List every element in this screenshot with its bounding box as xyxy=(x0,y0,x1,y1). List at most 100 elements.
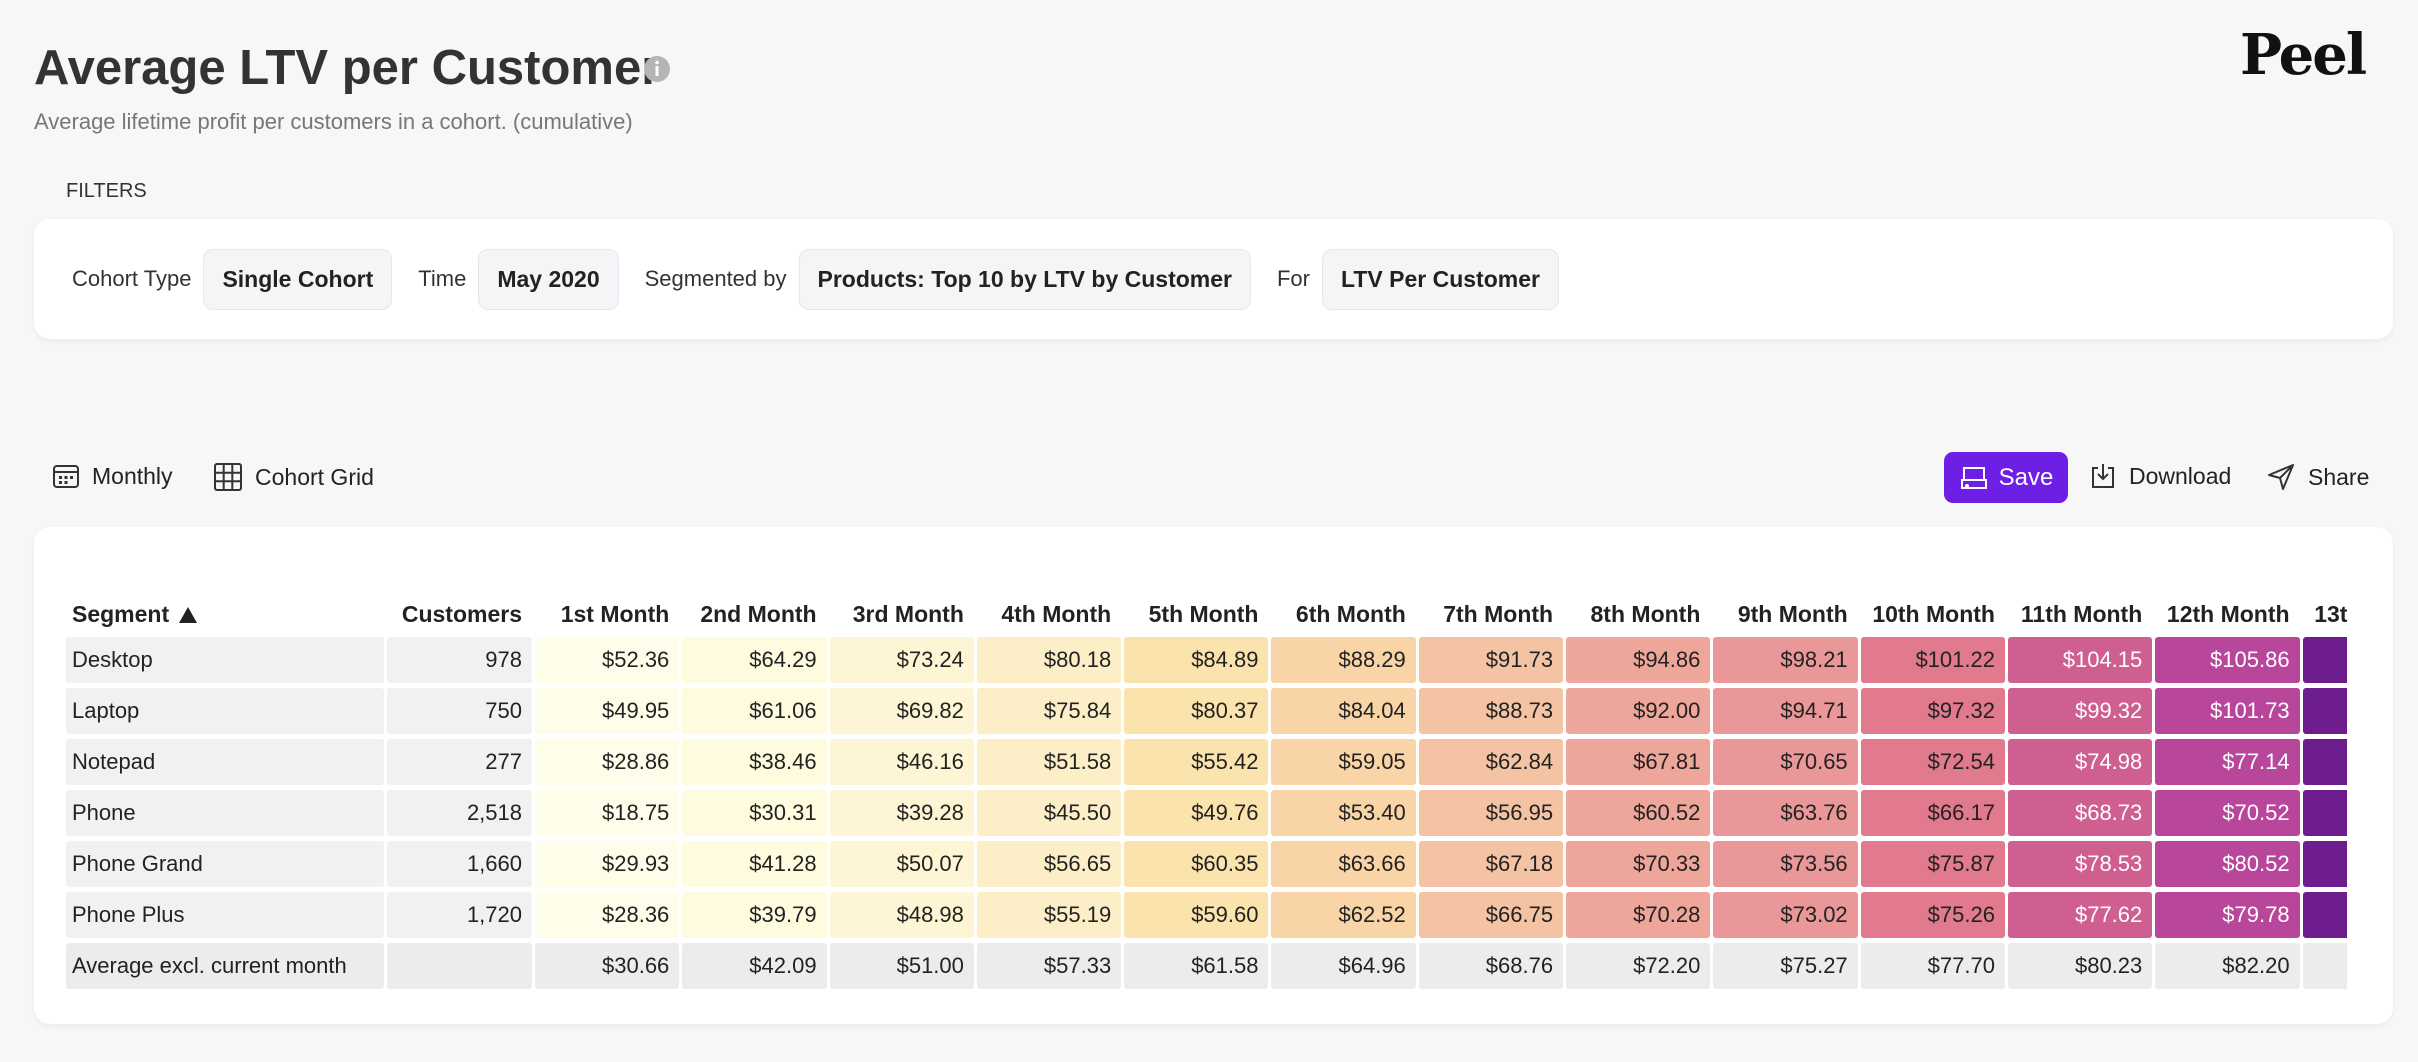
filter-chip[interactable]: May 2020 xyxy=(478,248,619,310)
column-header: 13th Month xyxy=(2314,601,2347,627)
filter-chip[interactable]: Single Cohort xyxy=(203,248,393,310)
ltv-cell: $66.75 xyxy=(1418,892,1564,938)
customers-cell: 1,720 xyxy=(387,892,532,938)
average-cell: $57.33 xyxy=(976,943,1122,989)
ltv-cell: $60.35 xyxy=(1124,841,1269,887)
info-icon[interactable] xyxy=(642,54,672,84)
average-cell-hidden xyxy=(2302,943,2347,989)
segment-cell: Phone xyxy=(66,790,384,836)
segment-cell: Phone Plus xyxy=(66,892,384,938)
segment-cell: Desktop xyxy=(66,637,384,683)
segment-cell: Phone Grand xyxy=(66,841,384,887)
ltv-cell: $92.00 xyxy=(1566,688,1711,734)
ltv-cell: $62.84 xyxy=(1418,739,1564,785)
filter-chip[interactable]: Products: Top 10 by LTV by Customer xyxy=(798,248,1251,310)
ltv-cell: $69.82 xyxy=(829,688,974,734)
ltv-cell: $64.29 xyxy=(682,637,827,683)
save-label: Save xyxy=(1998,463,2054,491)
ltv-cell: $73.56 xyxy=(1713,841,1858,887)
ltv-cell: $84.04 xyxy=(1271,688,1416,734)
ltv-cell: $98.21 xyxy=(1713,637,1858,683)
ltv-cell: $49.76 xyxy=(1124,790,1269,836)
download-button[interactable]: Download xyxy=(2089,462,2231,490)
ltv-cell: $88.73 xyxy=(1418,688,1564,734)
ltv-cell: $79.78 xyxy=(2155,892,2300,938)
average-cell: $82.20 xyxy=(2155,943,2300,989)
ltv-cell: $73.24 xyxy=(829,637,974,683)
ltv-cell: $18.75 xyxy=(535,790,680,836)
ltv-cell: $73.02 xyxy=(1713,892,1858,938)
ltv-cell: $94.86 xyxy=(1566,637,1711,683)
view-cohort-grid[interactable]: Cohort Grid xyxy=(213,462,374,492)
column-header: 12th Month xyxy=(2166,601,2290,627)
ltv-cell-hidden xyxy=(2302,739,2347,785)
ltv-cell: $46.16 xyxy=(829,739,974,785)
view-monthly[interactable]: Monthly xyxy=(52,462,173,490)
column-header[interactable]: Segment xyxy=(66,586,384,632)
ltv-cell: $49.95 xyxy=(535,688,680,734)
ltv-cell: $101.22 xyxy=(1860,637,2005,683)
page-title: Average LTV per Customer xyxy=(34,41,661,95)
ltv-cell: $75.87 xyxy=(1860,841,2005,887)
ltv-cell: $41.28 xyxy=(682,841,827,887)
average-cell: $42.09 xyxy=(682,943,827,989)
ltv-cell: $55.42 xyxy=(1124,739,1269,785)
column-header: Customers xyxy=(401,601,522,627)
filter-label: Cohort Type xyxy=(72,266,192,291)
sort-icon xyxy=(179,607,198,623)
ltv-cell-hidden xyxy=(2302,688,2347,734)
column-header: 2nd Month xyxy=(700,601,817,627)
ltv-cell: $99.32 xyxy=(2007,688,2153,734)
ltv-cell: $28.86 xyxy=(535,739,680,785)
ltv-cell: $56.65 xyxy=(976,841,1122,887)
filter-chip[interactable]: LTV Per Customer xyxy=(1321,248,1559,310)
ltv-cell: $94.71 xyxy=(1713,688,1858,734)
logo: Peel xyxy=(2240,22,2367,88)
average-cell: $30.66 xyxy=(535,943,680,989)
column-header: 9th Month xyxy=(1737,601,1848,627)
column-header: 5th Month xyxy=(1148,601,1259,627)
ltv-cell: $70.65 xyxy=(1713,739,1858,785)
filter-label: Segmented by xyxy=(644,266,787,291)
ltv-cell: $74.98 xyxy=(2007,739,2153,785)
ltv-cell-hidden xyxy=(2302,790,2347,836)
ltv-cell: $48.98 xyxy=(829,892,974,938)
ltv-cell: $70.33 xyxy=(1566,841,1711,887)
ltv-cell: $50.07 xyxy=(829,841,974,887)
ltv-cell-hidden xyxy=(2302,892,2347,938)
column-header: 11th Month xyxy=(2020,601,2143,627)
ltv-cell: $105.86 xyxy=(2155,637,2300,683)
share-button[interactable]: Share xyxy=(2266,462,2369,492)
ltv-cell: $45.50 xyxy=(976,790,1122,836)
column-header: 8th Month xyxy=(1590,601,1701,627)
average-label: Average excl. current month xyxy=(66,943,384,989)
ltv-cell: $60.52 xyxy=(1566,790,1711,836)
average-cell: $77.70 xyxy=(1860,943,2005,989)
monthly-label: Monthly xyxy=(92,462,173,489)
ltv-cell-hidden xyxy=(2302,637,2347,683)
average-cell: $72.20 xyxy=(1566,943,1711,989)
cohort-table: Segment Customers 1st Month 2nd Month 3rd Mo… xyxy=(66,586,2347,1006)
ltv-cell: $63.76 xyxy=(1713,790,1858,836)
grid-icon xyxy=(214,463,242,491)
segment-cell: Notepad xyxy=(66,739,384,785)
share-label: Share xyxy=(2308,463,2370,490)
ltv-cell: $62.52 xyxy=(1271,892,1416,938)
save-button[interactable]: Save xyxy=(1944,452,2068,503)
ltv-cell: $51.58 xyxy=(976,739,1122,785)
ltv-cell: $38.46 xyxy=(682,739,827,785)
ltv-cell: $39.28 xyxy=(829,790,974,836)
download-icon xyxy=(2092,464,2114,488)
average-cell: $64.96 xyxy=(1271,943,1416,989)
ltv-cell: $67.81 xyxy=(1566,739,1711,785)
average-cell: $61.58 xyxy=(1124,943,1269,989)
ltv-cell: $70.52 xyxy=(2155,790,2300,836)
subtitle: Average lifetime profit per customers in… xyxy=(34,109,633,134)
customers-cell: 978 xyxy=(387,637,532,683)
ltv-cell: $88.29 xyxy=(1271,637,1416,683)
ltv-cell: $68.73 xyxy=(2007,790,2153,836)
ltv-cell: $84.89 xyxy=(1124,637,1269,683)
column-header: 7th Month xyxy=(1443,601,1554,627)
ltv-cell: $28.36 xyxy=(535,892,680,938)
